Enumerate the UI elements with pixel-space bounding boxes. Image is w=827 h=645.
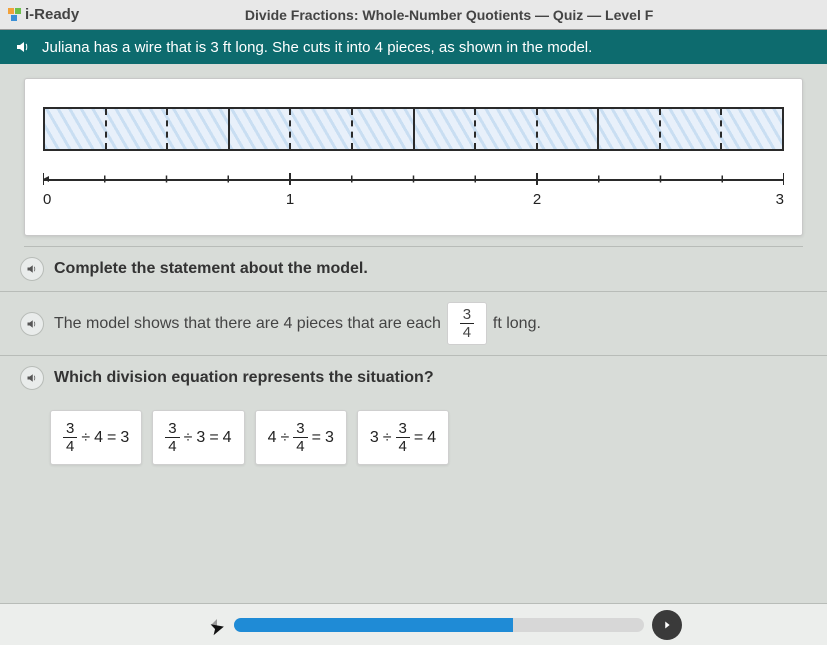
bar-subpiece [230, 109, 292, 149]
logo-cubes-icon [8, 8, 22, 22]
bar-subpiece [661, 109, 723, 149]
bottom-bar: ➤ [0, 603, 827, 645]
prompt-complete: Complete the statement about the model. [54, 260, 368, 278]
statement-pre: The model shows that there are 4 pieces … [54, 315, 441, 333]
tick-label: 1 [286, 191, 294, 208]
question-bar: Juliana has a wire that is 3 ft long. Sh… [0, 30, 827, 64]
speaker-icon[interactable] [20, 257, 44, 281]
statement-post: ft long. [493, 315, 541, 333]
bar-subpiece [353, 109, 413, 149]
lesson-title: Divide Fractions: Whole-Number Quotients… [79, 7, 819, 23]
logo: i-Ready [8, 6, 79, 23]
bar-subpiece [599, 109, 661, 149]
choices-row: 34÷4=334÷3=44÷34=33÷34=4 [0, 400, 827, 483]
bar-subpiece [415, 109, 477, 149]
bar-subpiece [291, 109, 353, 149]
model-panel: 0 1 2 3 [24, 78, 803, 236]
next-round-icon[interactable] [652, 610, 682, 640]
progress-bar [234, 618, 644, 632]
tick-label: 2 [533, 191, 541, 208]
choice-2[interactable]: 34÷3=4 [152, 410, 244, 465]
bar-piece [45, 109, 230, 149]
bar-subpiece [476, 109, 538, 149]
prompt-which-row: Which division equation represents the s… [0, 356, 827, 400]
bar-subpiece [722, 109, 782, 149]
number-line-ticks [43, 171, 784, 189]
speaker-icon[interactable] [20, 366, 44, 390]
progress-fill [234, 618, 513, 632]
choice-1[interactable]: 34÷4=3 [50, 410, 142, 465]
question-text: Juliana has a wire that is 3 ft long. Sh… [42, 39, 592, 56]
prompt-which: Which division equation represents the s… [54, 369, 434, 387]
bar-subpiece [538, 109, 598, 149]
speaker-icon[interactable] [14, 38, 32, 56]
prompt-complete-row: Complete the statement about the model. [0, 247, 827, 292]
bar-piece [599, 109, 782, 149]
statement-row: The model shows that there are 4 pieces … [0, 292, 827, 356]
bar-subpiece [45, 109, 107, 149]
bar-subpiece [168, 109, 228, 149]
answer-numer: 3 [460, 307, 474, 324]
bar-piece [230, 109, 415, 149]
choice-3[interactable]: 4÷34=3 [255, 410, 347, 465]
tick-label: 0 [43, 191, 51, 208]
logo-text: i-Ready [25, 6, 79, 23]
answer-denom: 4 [463, 324, 471, 340]
bar-subpiece [107, 109, 169, 149]
app-header: i-Ready Divide Fractions: Whole-Number Q… [0, 0, 827, 30]
choice-4[interactable]: 3÷34=4 [357, 410, 449, 465]
answer-chip[interactable]: 3 4 [447, 302, 487, 345]
bar-piece [415, 109, 600, 149]
bar-model [43, 107, 784, 151]
tick-label: 3 [776, 191, 784, 208]
speaker-icon[interactable] [20, 312, 44, 336]
number-line: 0 1 2 3 [43, 171, 784, 211]
